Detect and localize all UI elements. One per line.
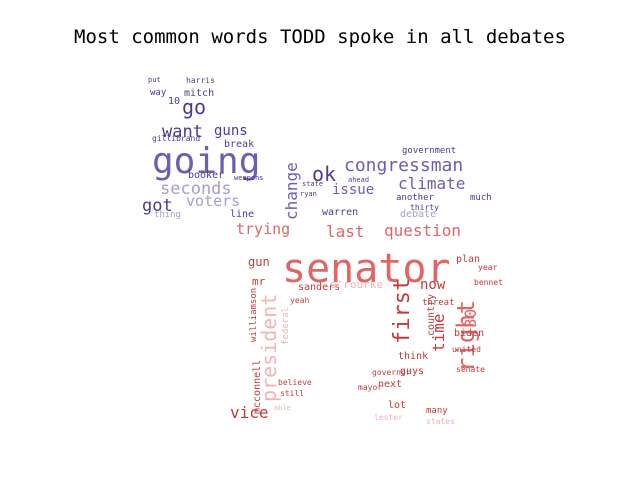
cloud-word: government bbox=[402, 146, 456, 156]
cloud-word: vice bbox=[230, 403, 269, 422]
cloud-word: another bbox=[396, 193, 435, 203]
cloud-word: voters bbox=[186, 192, 240, 210]
cloud-word: last bbox=[326, 222, 365, 241]
cloud-word: first bbox=[390, 278, 415, 344]
cloud-word: think bbox=[398, 351, 428, 362]
cloud-word: going bbox=[152, 141, 260, 182]
cloud-word: way bbox=[150, 88, 167, 98]
cloud-word: right bbox=[452, 300, 480, 372]
cloud-word: 10 bbox=[168, 96, 180, 107]
cloud-word: now bbox=[420, 277, 446, 293]
cloud-word: thing bbox=[154, 210, 181, 220]
cloud-word: debate bbox=[400, 209, 436, 220]
cloud-word: thirty bbox=[410, 203, 439, 212]
cloud-word: lester bbox=[374, 413, 403, 422]
cloud-word: climate bbox=[398, 174, 465, 193]
cloud-word: change bbox=[282, 162, 301, 220]
cloud-word: senator bbox=[282, 246, 451, 292]
cloud-word: threat bbox=[422, 298, 455, 308]
cloud-word: issue bbox=[332, 182, 374, 198]
cloud-word: break bbox=[224, 139, 254, 150]
cloud-word: go bbox=[182, 95, 206, 119]
cloud-word: state bbox=[302, 180, 323, 188]
cloud-word: gillibrand bbox=[152, 134, 200, 143]
cloud-word: guns bbox=[214, 123, 248, 139]
cloud-word: united bbox=[452, 345, 481, 354]
cloud-word: guys bbox=[400, 366, 424, 377]
cloud-word: governor bbox=[372, 368, 411, 377]
cloud-word: got bbox=[142, 196, 173, 216]
cloud-word: bennet bbox=[474, 278, 503, 287]
cloud-word: many bbox=[426, 406, 448, 416]
cloud-word: states bbox=[426, 417, 455, 426]
cloud-word: mayor bbox=[358, 383, 382, 392]
cloud-word: sanders bbox=[298, 282, 340, 293]
cloud-word: congressman bbox=[344, 155, 463, 176]
cloud-word: plan bbox=[456, 254, 480, 265]
cloud-word: o'rourke bbox=[330, 278, 383, 291]
cloud-word: year bbox=[478, 263, 497, 272]
cloud-word: mitch bbox=[184, 88, 214, 99]
cloud-word: warren bbox=[322, 207, 358, 218]
chart-title: Most common words TODD spoke in all deba… bbox=[74, 26, 566, 48]
cloud-word: 30 bbox=[461, 309, 480, 328]
cloud-word: country bbox=[426, 294, 437, 336]
cloud-word: able bbox=[274, 404, 291, 412]
cloud-word: ahead bbox=[348, 176, 369, 184]
cloud-word: mr bbox=[252, 275, 266, 288]
cloud-word: biden bbox=[454, 328, 484, 339]
cloud-word: mcconnell bbox=[252, 360, 263, 414]
cloud-word: williamson bbox=[249, 288, 259, 342]
cloud-word: still bbox=[280, 389, 304, 398]
cloud-word: gun bbox=[248, 255, 270, 269]
cloud-word: ryan bbox=[300, 190, 317, 198]
cloud-word: put bbox=[148, 76, 161, 84]
cloud-word: booker bbox=[188, 170, 224, 181]
cloud-word: question bbox=[384, 221, 461, 240]
cloud-word: president bbox=[257, 294, 281, 402]
cloud-word: trying bbox=[236, 220, 290, 238]
cloud-word: believe bbox=[278, 378, 312, 387]
cloud-word: ok bbox=[312, 162, 336, 186]
cloud-word: senate bbox=[456, 365, 485, 374]
cloud-word: much bbox=[470, 193, 492, 203]
cloud-word: weapons bbox=[234, 174, 264, 182]
cloud-word: harris bbox=[186, 76, 215, 85]
cloud-word: want bbox=[162, 122, 203, 142]
cloud-word: federal bbox=[281, 307, 291, 345]
cloud-word: line bbox=[230, 209, 254, 220]
cloud-word: lot bbox=[388, 400, 406, 411]
cloud-word: seconds bbox=[160, 179, 232, 199]
cloud-word: yeah bbox=[290, 296, 309, 305]
cloud-word: time bbox=[429, 313, 448, 352]
cloud-word: next bbox=[378, 379, 402, 390]
